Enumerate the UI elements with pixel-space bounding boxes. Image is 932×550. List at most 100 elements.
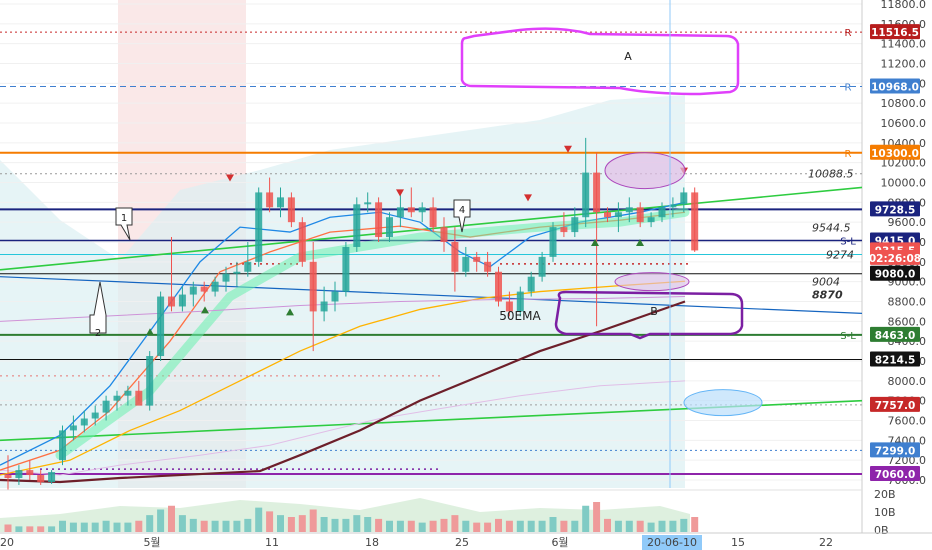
volume-bar: [266, 511, 274, 532]
green-trendline-upper: [0, 186, 863, 271]
volume-tick-label: 10B: [874, 506, 896, 519]
price-badge: [870, 201, 920, 217]
candle-body: [549, 227, 557, 257]
candle-body: [233, 271, 241, 274]
volume-bar: [473, 522, 481, 532]
time-tick-label: 20: [0, 536, 14, 549]
volume-bar: [593, 502, 601, 532]
price-badge-text: 02:26:08: [869, 253, 921, 265]
volume-bar: [516, 520, 524, 532]
candle-body: [375, 202, 383, 238]
candle-body: [495, 271, 502, 302]
volume-bar: [636, 520, 644, 532]
annotation-label-b: B: [650, 305, 658, 318]
candle-body: [287, 197, 295, 223]
candle-body: [647, 217, 655, 223]
buy-signal-marker: [286, 308, 294, 316]
price-tick-label: 8600.0: [888, 315, 927, 328]
resistance-ellipse: [604, 152, 686, 190]
time-tick-label: 25: [455, 536, 469, 549]
price-tick-label: 9600.0: [888, 216, 927, 229]
candle-body: [157, 296, 165, 357]
volume-bar: [91, 522, 99, 532]
volume-bar: [102, 520, 110, 532]
candle-body: [451, 242, 459, 272]
candle-body: [418, 207, 426, 213]
level-marker: S-L: [840, 237, 856, 248]
candle-body: [135, 390, 143, 406]
candle-body: [80, 418, 88, 426]
level-marker: R: [845, 83, 852, 94]
volume-bar: [48, 526, 56, 532]
candle-body: [26, 470, 34, 476]
price-badge: [870, 78, 920, 94]
candle-body: [244, 261, 252, 272]
volume-bar: [168, 505, 175, 532]
candle-body: [669, 204, 677, 208]
price-tick-label: 8000.0: [888, 375, 927, 388]
ema-50: [0, 280, 686, 476]
volume-bar: [233, 520, 241, 532]
candle-body: [396, 207, 404, 218]
price-badge: [870, 24, 920, 40]
price-tick-label: 8800.0: [888, 296, 927, 309]
time-tick-label: 18: [365, 536, 379, 549]
volume-tick-label: 0B: [874, 524, 889, 537]
candle-body: [680, 192, 688, 205]
level-label: 9274: [826, 248, 854, 261]
volume-bar: [680, 518, 688, 532]
volume-bar: [582, 505, 590, 532]
volume-bar: [614, 520, 622, 532]
candle-body: [593, 172, 601, 213]
price-tick-label: 10600.0: [881, 117, 927, 130]
price-badge-text: 11516.5: [871, 27, 919, 39]
volume-bar: [647, 522, 655, 532]
volume-bar: [451, 515, 459, 532]
candle-body: [462, 256, 470, 272]
price-tick-label: 10800.0: [881, 97, 927, 110]
volume-bar: [178, 515, 186, 532]
volume-bar: [396, 520, 404, 532]
volume-bar: [462, 520, 470, 532]
candle-body: [614, 212, 622, 218]
candle-body: [353, 204, 361, 247]
volume-bar: [386, 520, 393, 532]
candle-body: [484, 261, 492, 272]
annotation-label-a: A: [624, 50, 632, 63]
candle-body: [505, 301, 513, 312]
volume-bar: [527, 520, 535, 532]
volume-bar: [538, 520, 546, 532]
candle-body: [386, 217, 393, 238]
volume-bar: [287, 517, 295, 532]
volume-bar: [309, 509, 317, 532]
volume-bar: [625, 520, 633, 532]
volume-bar: [200, 520, 208, 532]
ma-200: [0, 380, 686, 476]
buy-signal-marker: [591, 239, 599, 246]
candle-body: [560, 227, 568, 233]
volume-bar: [124, 522, 132, 532]
volume-bar: [298, 515, 306, 532]
volume-bar: [69, 522, 77, 532]
level-label: 9004: [812, 275, 840, 288]
support-ellipse: [614, 272, 690, 292]
candle-body: [636, 207, 644, 223]
time-tick-label: 5월: [143, 536, 160, 549]
time-cursor-badge: [642, 535, 702, 550]
candle-body: [516, 291, 524, 312]
volume-bar: [407, 520, 415, 532]
candle-body: [691, 192, 699, 251]
candle-body: [331, 291, 339, 302]
volume-bar: [157, 509, 165, 532]
level-marker: R: [845, 28, 852, 39]
candle-body: [407, 207, 415, 213]
volume-bar: [15, 526, 23, 532]
price-tick-label: 7200.0: [888, 454, 927, 467]
price-badge: [870, 351, 920, 367]
wave-label-2: 2: [95, 328, 101, 339]
buy-signal-marker: [636, 239, 644, 246]
volume-bar: [691, 517, 699, 532]
price-badge-text: 7757.0: [875, 400, 916, 412]
volume-bar: [342, 518, 350, 532]
